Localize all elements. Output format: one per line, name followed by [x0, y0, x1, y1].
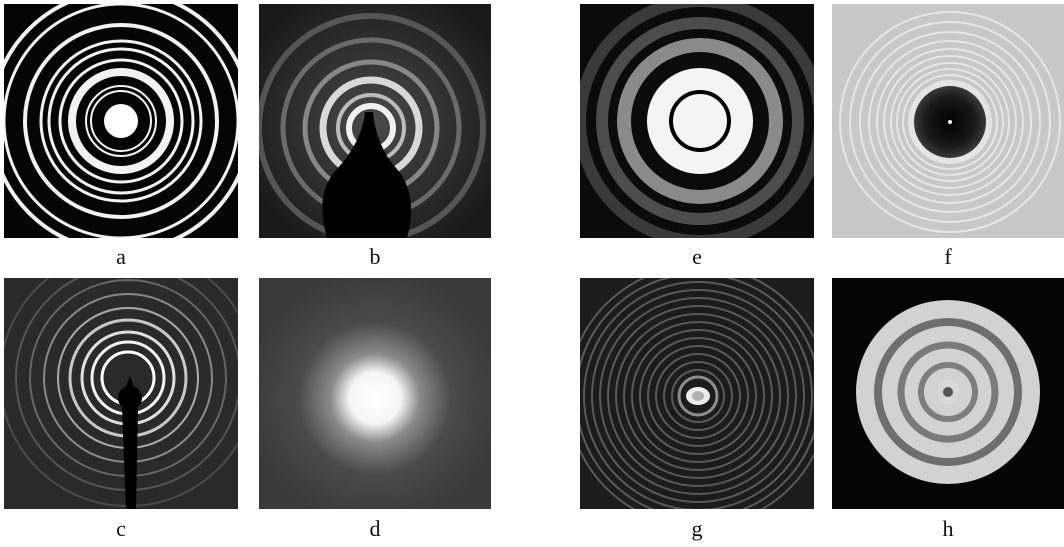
glow-pattern-d — [259, 278, 491, 509]
panel-label-g: g — [691, 516, 703, 541]
ring-pattern-f — [832, 4, 1064, 238]
panel-label-a: a — [116, 244, 126, 269]
diffraction-image-d — [259, 278, 491, 509]
ring-pattern-g — [580, 278, 814, 509]
diffraction-image-f — [832, 4, 1064, 238]
ring-pattern-b — [259, 4, 491, 238]
beam-stop-c — [122, 408, 138, 509]
panel-label-h: h — [942, 516, 954, 541]
panel-label-e: e — [692, 244, 702, 269]
ring-pattern-e — [580, 4, 814, 238]
diffraction-image-g — [580, 278, 814, 509]
diffraction-image-c — [4, 278, 238, 509]
beam-stop-b — [322, 112, 412, 238]
diffraction-image-h — [832, 278, 1064, 509]
diffraction-image-b — [259, 4, 491, 238]
ring-pattern-a — [4, 4, 238, 238]
diffraction-image-e — [580, 4, 814, 238]
ring-pattern-h — [832, 278, 1064, 509]
panel-label-b: b — [369, 244, 381, 269]
diffraction-image-a — [4, 4, 238, 238]
panel-label-d: d — [369, 516, 381, 541]
panel-label-f: f — [944, 244, 952, 269]
ring-pattern-c — [4, 278, 238, 509]
panel-label-c: c — [116, 516, 126, 541]
